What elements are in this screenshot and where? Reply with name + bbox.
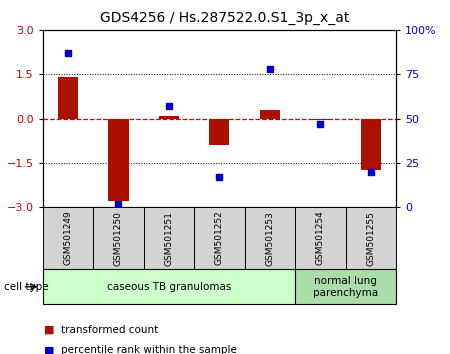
Text: caseous TB granulomas: caseous TB granulomas <box>107 282 231 292</box>
Text: ■: ■ <box>44 346 55 354</box>
Bar <box>58 77 78 119</box>
Text: GSM501254: GSM501254 <box>316 211 325 266</box>
Bar <box>194 207 245 269</box>
Point <box>266 66 274 72</box>
Bar <box>260 110 280 119</box>
Text: ■: ■ <box>44 325 55 335</box>
Bar <box>159 116 179 119</box>
Point <box>165 103 172 109</box>
Text: transformed count: transformed count <box>61 325 158 335</box>
Bar <box>108 119 129 201</box>
Text: cell type: cell type <box>4 282 49 292</box>
Bar <box>346 207 396 269</box>
Bar <box>245 207 295 269</box>
Point <box>115 201 122 206</box>
Bar <box>144 207 194 269</box>
Bar <box>43 269 295 304</box>
Bar <box>209 119 230 145</box>
Point <box>317 121 324 127</box>
Point <box>64 50 72 56</box>
Bar <box>43 207 93 269</box>
Text: GSM501250: GSM501250 <box>114 211 123 266</box>
Bar <box>295 269 396 304</box>
Bar <box>295 207 346 269</box>
Text: normal lung
parenchyma: normal lung parenchyma <box>313 276 378 298</box>
Bar <box>310 119 330 120</box>
Text: GSM501253: GSM501253 <box>266 211 274 266</box>
Bar <box>360 119 381 170</box>
Bar <box>93 207 144 269</box>
Text: GDS4256 / Hs.287522.0.S1_3p_x_at: GDS4256 / Hs.287522.0.S1_3p_x_at <box>100 11 350 25</box>
Text: percentile rank within the sample: percentile rank within the sample <box>61 346 237 354</box>
Text: GSM501255: GSM501255 <box>366 211 375 266</box>
Text: GSM501252: GSM501252 <box>215 211 224 266</box>
Point <box>367 169 374 175</box>
Text: GSM501251: GSM501251 <box>164 211 173 266</box>
Point <box>216 174 223 180</box>
Text: GSM501249: GSM501249 <box>63 211 72 266</box>
